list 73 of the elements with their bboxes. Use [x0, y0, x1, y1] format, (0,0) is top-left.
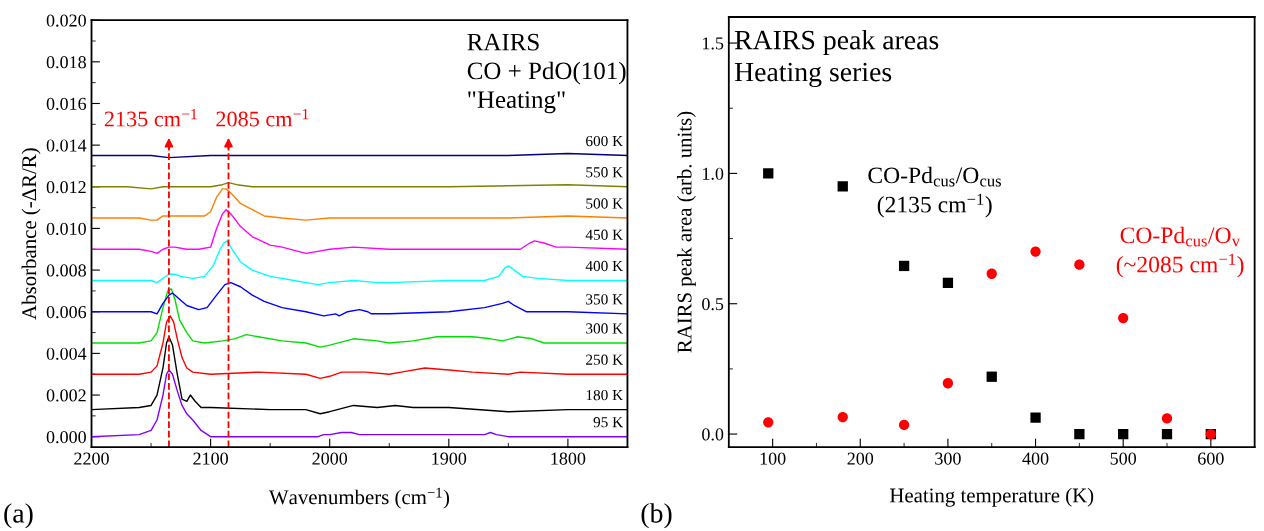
- series-label: 400 K: [585, 260, 623, 272]
- x-tick-label: 2100: [193, 452, 228, 465]
- point: [898, 419, 910, 431]
- series-label: CO-Pd$_{cus}$/O$_{cus}$ (2135 cm$^{−1}$): [868, 166, 1001, 218]
- y-tick-label: 0.012: [46, 181, 86, 194]
- y-tick-label: 0.006: [46, 305, 87, 319]
- x-axis-title: Wavenumbers (cm$^{−1}$): [268, 487, 450, 509]
- point: [898, 260, 910, 272]
- ref-line-label: 2085 cm$^{−1}$: [216, 108, 309, 127]
- annotation: RAIRS peak areas Heating series: [734, 29, 939, 88]
- text: (a): [4, 503, 33, 529]
- y-tick-label: 0.016: [46, 97, 87, 110]
- line-series: [91, 288, 628, 348]
- x-tick-label: 1800: [551, 452, 586, 465]
- point: [1161, 428, 1173, 440]
- line-series: [91, 208, 628, 255]
- line-series: [91, 240, 628, 286]
- point: [1161, 413, 1173, 424]
- series-label: 350 K: [586, 294, 623, 305]
- point: [837, 411, 848, 423]
- x-tick-label: 1900: [432, 452, 467, 465]
- x-tick-label: 2200: [74, 452, 109, 465]
- ref-line-label: 2135 cm$^{−1}$: [104, 108, 197, 127]
- series-label: 250 K: [586, 354, 623, 365]
- y-axis-title: RAIRS peak area (arb. units): [676, 111, 696, 353]
- y-tick-label: 0.000: [46, 430, 86, 444]
- annotation: RAIRS CO + PdO(101) "Heating": [467, 33, 626, 114]
- point: [986, 371, 997, 382]
- point: [986, 268, 997, 279]
- x-tick-label: 600: [1198, 452, 1224, 465]
- y-tick-label: 1.0: [702, 167, 724, 180]
- y-tick-label: 0.008: [46, 264, 86, 277]
- y-tick-label: 1.5: [702, 37, 724, 50]
- point: [1074, 428, 1085, 440]
- series-label: CO-Pd$_{cus}$/O$_{v}$ (~2085 cm$^{−1}$): [1116, 226, 1244, 278]
- y-tick-label: 0.018: [46, 56, 86, 69]
- point: [942, 277, 954, 289]
- point: [763, 168, 774, 179]
- x-tick-label: 500: [1110, 452, 1137, 465]
- point: [1118, 312, 1129, 324]
- x-tick-label: 100: [760, 452, 786, 465]
- series-label: 500 K: [586, 198, 623, 209]
- series-label: 300 K: [586, 323, 623, 334]
- text: (b): [641, 503, 672, 529]
- point: [1030, 412, 1041, 423]
- y-tick-label: 0.014: [46, 139, 87, 152]
- point: [1030, 246, 1041, 257]
- series-label: 600 K: [586, 135, 623, 147]
- y-tick-label: 0.010: [46, 222, 86, 235]
- y-tick-label: 0.0: [702, 428, 724, 441]
- x-tick-label: 2000: [312, 452, 348, 465]
- point: [837, 181, 848, 192]
- y-tick-label: 0.5: [702, 297, 724, 311]
- y-tick-label: 0.002: [46, 389, 86, 402]
- line-series: [91, 281, 628, 317]
- x-tick-label: 300: [935, 452, 961, 465]
- series-label: 450 K: [585, 229, 623, 240]
- series-label: 550 K: [586, 167, 623, 178]
- x-tick-label: 400: [1022, 452, 1049, 465]
- point: [1118, 428, 1129, 440]
- point: [942, 378, 954, 389]
- point: [1074, 259, 1085, 270]
- y-axis-title: Absorbance (-ΔR/R): [21, 148, 41, 320]
- y-tick-label: 0.004: [46, 347, 87, 360]
- line-series: [91, 188, 628, 221]
- line-series: [91, 181, 628, 190]
- series-label: 95 K: [593, 417, 623, 428]
- x-axis-title: Heating temperature (K): [889, 487, 1094, 507]
- y-tick-label: 0.020: [46, 14, 86, 27]
- point: [763, 417, 774, 428]
- x-tick-label: 200: [847, 452, 874, 465]
- series-label: 180 K: [586, 389, 623, 401]
- line-series: [91, 369, 628, 438]
